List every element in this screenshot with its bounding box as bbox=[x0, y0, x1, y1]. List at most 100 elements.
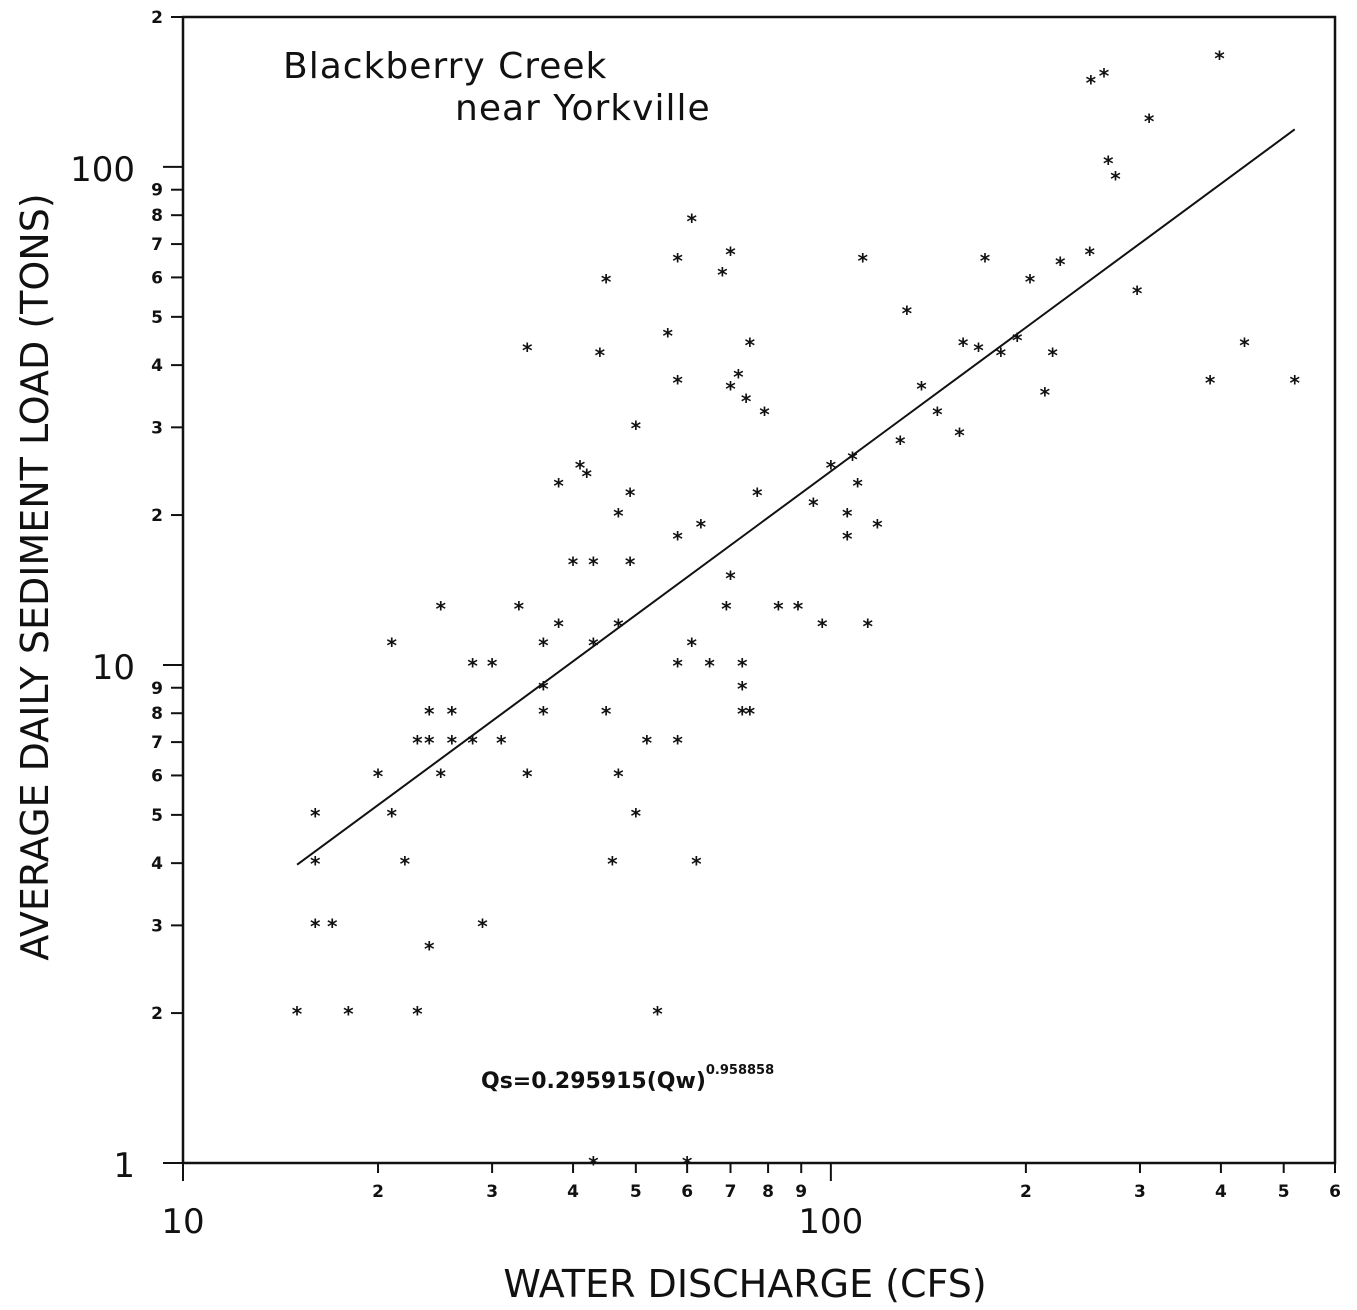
data-point-45: * bbox=[624, 483, 636, 507]
data-point-32: * bbox=[567, 552, 579, 576]
data-point-87: * bbox=[862, 615, 874, 639]
data-point-54: * bbox=[672, 527, 684, 551]
data-point-82: * bbox=[841, 504, 853, 528]
data-point-109: * bbox=[1143, 109, 1155, 133]
x-minor-tick-label-5: 7 bbox=[725, 1182, 737, 1202]
data-point-113: * bbox=[1289, 371, 1301, 395]
y-minor-tick-label-13: 7 bbox=[151, 235, 163, 255]
data-point-68: * bbox=[732, 365, 744, 389]
data-point-105: * bbox=[1098, 64, 1110, 88]
chart-subtitle: near Yorkville bbox=[455, 88, 711, 129]
data-point-53: * bbox=[672, 371, 684, 395]
equation-exponent: 0.958858 bbox=[706, 1063, 774, 1078]
data-point-79: * bbox=[807, 493, 819, 517]
x-minor-tick-label-9: 3 bbox=[1134, 1182, 1146, 1202]
data-point-101: * bbox=[1047, 344, 1059, 368]
data-point-48: * bbox=[630, 804, 642, 828]
data-point-57: * bbox=[681, 1152, 693, 1176]
data-point-100: * bbox=[1039, 383, 1051, 407]
data-point-93: * bbox=[954, 424, 966, 448]
x-minor-tick-label-12: 6 bbox=[1329, 1182, 1341, 1202]
data-point-42: * bbox=[612, 504, 624, 528]
data-point-12: * bbox=[423, 702, 435, 726]
y-axis-ticks: 1 10 100 2 3 4 5 6 7 8 9 2 3 4 5 6 7 8 9 2 bbox=[70, 8, 183, 1186]
data-point-15: * bbox=[435, 597, 447, 621]
regression-line-group bbox=[296, 128, 1296, 866]
x-minor-tick-label-11: 5 bbox=[1278, 1182, 1290, 1202]
y-minor-tick-label-0: 2 bbox=[151, 1004, 163, 1024]
data-point-47: * bbox=[630, 416, 642, 440]
y-minor-tick-label-8: 2 bbox=[151, 506, 163, 526]
data-point-19: * bbox=[467, 654, 479, 678]
data-point-95: * bbox=[972, 338, 984, 362]
data-point-81: * bbox=[825, 456, 837, 480]
data-point-106: * bbox=[1102, 152, 1114, 176]
data-point-63: * bbox=[716, 263, 728, 287]
y-major-tick-label-0: 1 bbox=[113, 1146, 135, 1186]
data-point-13: * bbox=[423, 731, 435, 755]
data-point-29: * bbox=[537, 702, 549, 726]
data-point-1: * bbox=[309, 804, 321, 828]
data-point-2: * bbox=[309, 852, 321, 876]
data-point-110: * bbox=[1204, 371, 1216, 395]
data-point-55: * bbox=[672, 654, 684, 678]
data-point-21: * bbox=[477, 914, 489, 938]
data-points: **** ************************************… bbox=[291, 46, 1301, 1176]
data-point-20: * bbox=[467, 731, 479, 755]
x-major-tick-label-0: 10 bbox=[161, 1202, 204, 1242]
data-point-108: * bbox=[1131, 281, 1143, 305]
data-point-51: * bbox=[662, 324, 674, 348]
data-point-23: * bbox=[495, 731, 507, 755]
x-axis-ticks: 10 100 2 3 4 5 6 7 8 9 2 3 4 5 6 bbox=[161, 1163, 1341, 1242]
x-minor-tick-label-3: 5 bbox=[630, 1182, 642, 1202]
data-point-50: * bbox=[651, 1002, 663, 1026]
data-point-72: * bbox=[740, 389, 752, 413]
data-point-94: * bbox=[957, 333, 969, 357]
data-point-67: * bbox=[724, 566, 736, 590]
regression-equation: Qs=0.295915(Qw)0.958858 bbox=[481, 1063, 774, 1094]
data-point-26: * bbox=[521, 764, 533, 788]
data-point-18: * bbox=[446, 731, 458, 755]
x-major-tick-label-1: 100 bbox=[798, 1202, 863, 1242]
y-minor-tick-label-11: 5 bbox=[151, 308, 163, 328]
data-point-91: * bbox=[915, 377, 927, 401]
data-point-37: * bbox=[587, 1152, 599, 1176]
x-minor-tick-label-4: 6 bbox=[681, 1182, 693, 1202]
x-minor-tick-label-8: 2 bbox=[1020, 1182, 1032, 1202]
y-minor-tick-label-3: 5 bbox=[151, 806, 163, 826]
data-point-88: * bbox=[871, 515, 883, 539]
data-point-59: * bbox=[686, 633, 698, 657]
data-point-46: * bbox=[624, 552, 636, 576]
data-point-90: * bbox=[901, 302, 913, 326]
data-point-85: * bbox=[852, 474, 864, 498]
y-minor-tick-label-10: 4 bbox=[151, 356, 163, 376]
data-point-17: * bbox=[446, 702, 458, 726]
y-minor-tick-label-7: 9 bbox=[151, 679, 163, 699]
data-point-41: * bbox=[606, 852, 618, 876]
y-major-tick-label-1: 10 bbox=[92, 648, 135, 688]
data-point-30: * bbox=[553, 474, 565, 498]
data-point-25: * bbox=[521, 338, 533, 362]
y-minor-tick-label-15: 9 bbox=[151, 181, 163, 201]
y-major-tick-label-2: 100 bbox=[70, 150, 135, 190]
x-minor-tick-label-0: 2 bbox=[372, 1182, 384, 1202]
data-point-33: * bbox=[574, 456, 586, 480]
x-axis-title: WATER DISCHARGE (CFS) bbox=[503, 1262, 986, 1306]
data-point-75: * bbox=[751, 483, 763, 507]
data-point-8: * bbox=[386, 804, 398, 828]
data-point-24: * bbox=[513, 597, 525, 621]
data-point-104: * bbox=[1085, 71, 1097, 95]
data-point-103: * bbox=[1084, 243, 1096, 267]
y-minor-tick-label-12: 6 bbox=[151, 268, 163, 288]
plot-frame bbox=[181, 15, 1337, 1165]
data-point-11: * bbox=[411, 1002, 423, 1026]
data-point-60: * bbox=[690, 852, 702, 876]
data-point-7: * bbox=[386, 633, 398, 657]
data-point-78: * bbox=[792, 597, 804, 621]
data-point-14: * bbox=[423, 937, 435, 961]
data-point-43: * bbox=[612, 615, 624, 639]
data-point-66: * bbox=[724, 377, 736, 401]
data-point-65: * bbox=[724, 243, 736, 267]
data-point-4: * bbox=[326, 914, 338, 938]
data-point-52: * bbox=[672, 249, 684, 273]
